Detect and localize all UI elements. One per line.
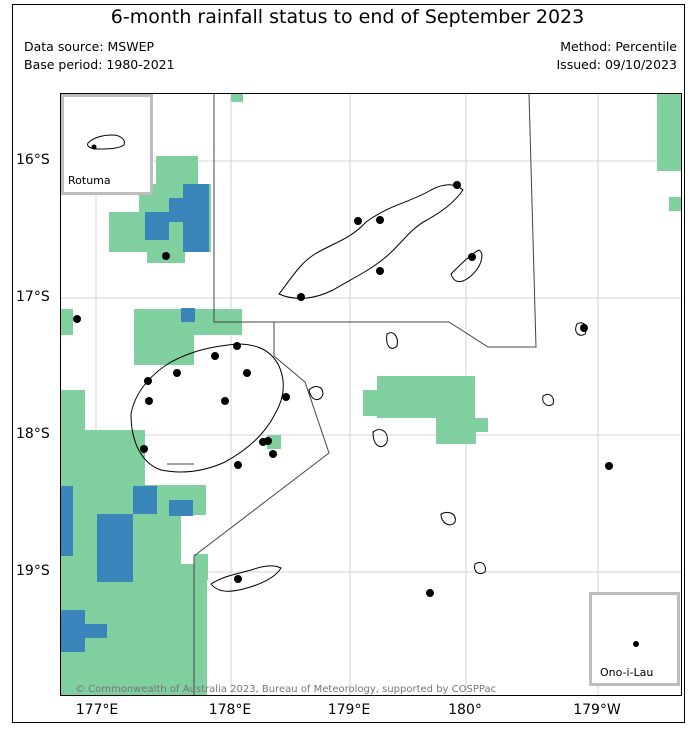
shade-cell [181,308,195,322]
station-point [580,324,588,332]
vanuabalavu-outline [575,322,587,336]
shade-cell [183,184,209,200]
credit-text: © Commonwealth of Australia 2023, Bureau… [75,684,497,695]
station-point [376,216,384,224]
onoilau-island-icon [633,641,639,647]
station-point [453,181,461,189]
shade-cell [363,390,387,416]
shade-cell [61,430,145,485]
taveuni-outline [450,249,483,282]
station-point [297,293,305,301]
shade-cell [169,500,193,516]
shade-cell [61,674,181,695]
viti-levu-outline [130,343,284,473]
station-point [140,445,148,453]
shade-cell [183,222,209,252]
station-point [73,315,81,323]
data-source-text: Data source: MSWEP [24,39,155,54]
station-point [269,450,277,458]
station-point [211,352,219,360]
map-svg [61,94,681,695]
shade-cell [133,486,157,514]
station-point [144,377,152,385]
rotuma-island-icon [87,134,125,150]
station-point [233,342,241,350]
shade-cell [61,486,73,556]
shade-cell [134,335,194,365]
coastlines [130,184,587,592]
shade-cell [436,418,488,432]
inset-label-onoilau: Ono-i-Lau [600,666,654,679]
figure-frame [12,4,685,723]
station-point [234,575,242,583]
station-point [605,462,613,470]
totoya-outline [474,561,486,575]
shade-cell [61,309,73,335]
shade-cell [436,432,476,444]
stations [73,181,613,597]
station-point [354,217,362,225]
shade-cell [169,198,209,222]
lat-label-18s: 18°S [16,426,50,442]
shade-cell [669,197,681,211]
vanua-levu-outline [278,184,464,299]
station-point [426,589,434,597]
page-title: 6-month rainfall status to end of Septem… [110,6,585,28]
station-point [633,641,639,647]
lat-label-16s: 16°S [16,152,50,168]
shade-cell [156,156,198,186]
station-point [221,397,229,405]
boundary-line [214,94,537,348]
lon-label-179e: 179°E [327,702,371,718]
station-point [91,144,97,150]
meta-right: Method: Percentile Issued: 09/10/2023 [557,38,678,74]
gau-outline [372,429,388,448]
boundaries [167,94,537,695]
map-panel [60,93,682,696]
shade-cell [61,390,85,430]
station-point [282,393,290,401]
shade-cell [657,94,681,171]
lat-label-19s: 19°S [16,563,50,579]
station-point [264,437,272,445]
issued-text: Issued: 09/10/2023 [556,57,678,72]
lon-label-177e: 177°E [75,702,119,718]
inset-onoilau: Ono-i-Lau [589,592,680,686]
koro-outline [308,386,324,400]
station-point [145,397,153,405]
shade-cell [377,376,475,418]
shade-cell [85,624,107,638]
method-text: Method: Percentile [560,39,677,54]
shade-cell [183,672,207,695]
shading-highest-on-record [61,184,209,652]
meta-left: Data source: MSWEP Base period: 1980-202… [24,38,175,74]
shade-cell [97,514,133,582]
lon-label-178e: 178°E [208,702,252,718]
lakeba-outline [542,393,554,407]
inset-rotuma: Rotuma [61,94,153,195]
shade-cell [231,94,243,102]
shade-cell [194,554,208,580]
shade-cell [145,212,169,240]
shade-cell [61,610,85,652]
station-point [173,369,181,377]
station-point [243,369,251,377]
station-point [376,267,384,275]
station-point [162,252,170,260]
lat-label-17s: 17°S [16,289,50,305]
moala-outline [440,511,456,526]
inset-label-rotuma: Rotuma [68,174,111,187]
boundary-line [193,94,330,695]
station-point [234,461,242,469]
base-period-text: Base period: 1980-2021 [24,57,175,72]
kadavu-outline [210,565,282,592]
cicia-outline [386,332,398,349]
lon-label-179w: 179°W [573,702,621,718]
station-point [468,253,476,261]
lon-label-180: 180° [448,702,482,718]
